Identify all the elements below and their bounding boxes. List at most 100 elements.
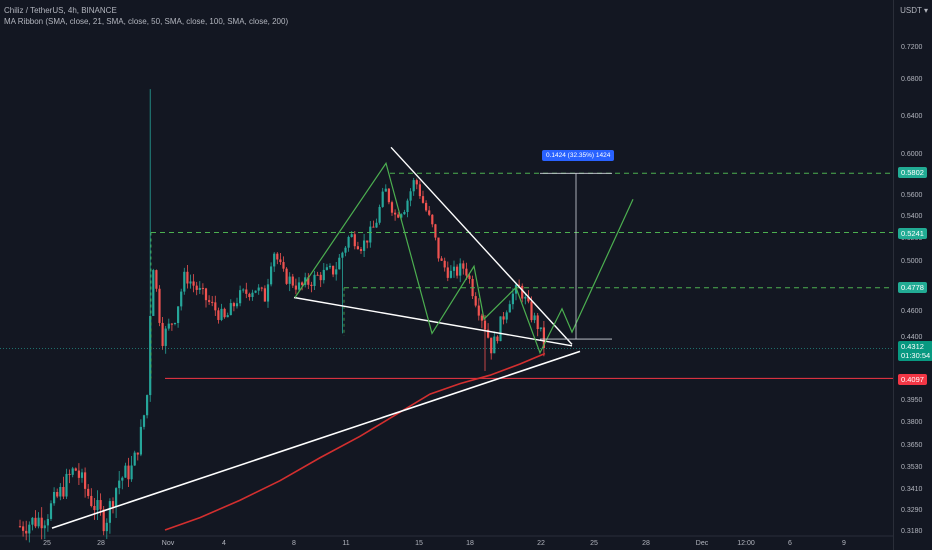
candle-body [409,191,412,201]
candle-body [459,263,462,276]
candle-body [127,465,130,480]
candle-body [40,517,43,529]
candle-body [183,271,186,292]
candle-body [161,322,164,346]
wedge-resistance-line [390,146,573,345]
candle-body [77,470,80,478]
candle-body [257,287,260,291]
candle-body [87,488,90,496]
candle-body [418,184,421,197]
candle-body [115,488,118,507]
candle-body [431,214,434,225]
candle-body [304,277,307,285]
candle-body [493,336,496,354]
candle-body [111,501,115,507]
candle-body [34,517,37,527]
candle-body [84,472,87,489]
candle-body [46,518,49,526]
x-tick-label: 22 [537,540,545,547]
candle-body [483,320,487,330]
candle-body [74,468,77,471]
x-tick-label: 4 [222,540,226,547]
candle-body [307,277,310,285]
candle-body [124,465,127,478]
candle-body [133,452,136,466]
y-tick-label: 0.6800 [901,76,923,83]
candle-body [37,517,40,527]
candle-body [198,287,201,290]
candle-body [49,503,53,519]
candle-body [254,290,257,293]
candle-body [356,246,359,250]
candle-body [149,315,152,396]
y-tick-label: 0.3410 [901,486,923,493]
wedge-support-line [293,296,573,347]
candle-body [462,263,465,269]
candle-body [22,526,25,531]
x-tick-label: 9 [842,540,846,547]
chart-legend-title: Chiliz / TetherUS, 4h, BINANCE [4,6,117,15]
candle-body [521,285,524,299]
candle-body [375,222,378,228]
moving-average-200 [164,352,546,531]
x-tick-label: 12:00 [737,540,755,547]
candle-body [452,266,456,271]
candle-body [251,292,254,298]
candle-body [139,426,142,455]
currency-label[interactable]: USDT ▾ [900,6,928,15]
candle-body [65,473,68,497]
x-tick-label: 28 [642,540,650,547]
candle-body [180,291,183,307]
price-axis[interactable] [893,0,932,550]
price-pill-0: 0.5802 [898,167,927,178]
candle-body [301,282,304,285]
candle-body [201,287,204,289]
candle-body [533,315,536,321]
candle-body [56,492,59,497]
x-tick-label: 18 [466,540,474,547]
candle-body [415,180,418,185]
support-price-pill: 0.4097 [898,374,927,385]
candle-body [524,296,527,299]
candle-body [211,301,214,303]
candle-body [394,212,397,215]
candle-body [173,323,177,325]
candle-body [490,337,493,354]
candle-body [372,226,375,228]
candle-body [279,259,282,263]
x-tick-label: Dec [696,540,709,547]
candle-body [93,506,96,511]
y-tick-label: 0.5000 [901,258,923,265]
candle-body [232,303,235,307]
candle-body [80,472,84,478]
candle-body [508,304,511,313]
candle-body [381,191,384,207]
y-tick-label: 0.4400 [901,334,923,341]
candle-body [480,315,483,321]
y-tick-label: 0.3800 [901,419,923,426]
candle-body [465,268,468,276]
candle-body [239,290,242,304]
candle-body [443,260,446,268]
candle-body [511,293,514,305]
x-tick-label: 11 [342,540,349,547]
candle-body [263,288,266,302]
candle-body [192,281,195,286]
currency-text: USDT [900,6,922,15]
candle-body [158,288,161,323]
candle-body [499,316,502,342]
candle-body [359,249,363,251]
candle-body [186,271,189,284]
candle-body [195,285,198,290]
candle-body [18,526,22,528]
candle-body [167,323,170,329]
candle-body [527,296,530,302]
candle-body [403,211,406,215]
candle-body [347,236,350,248]
candle-body [350,234,353,237]
candle-body [235,303,239,307]
candle-body [496,336,499,342]
candle-body [446,267,449,278]
candle-body [121,477,124,481]
